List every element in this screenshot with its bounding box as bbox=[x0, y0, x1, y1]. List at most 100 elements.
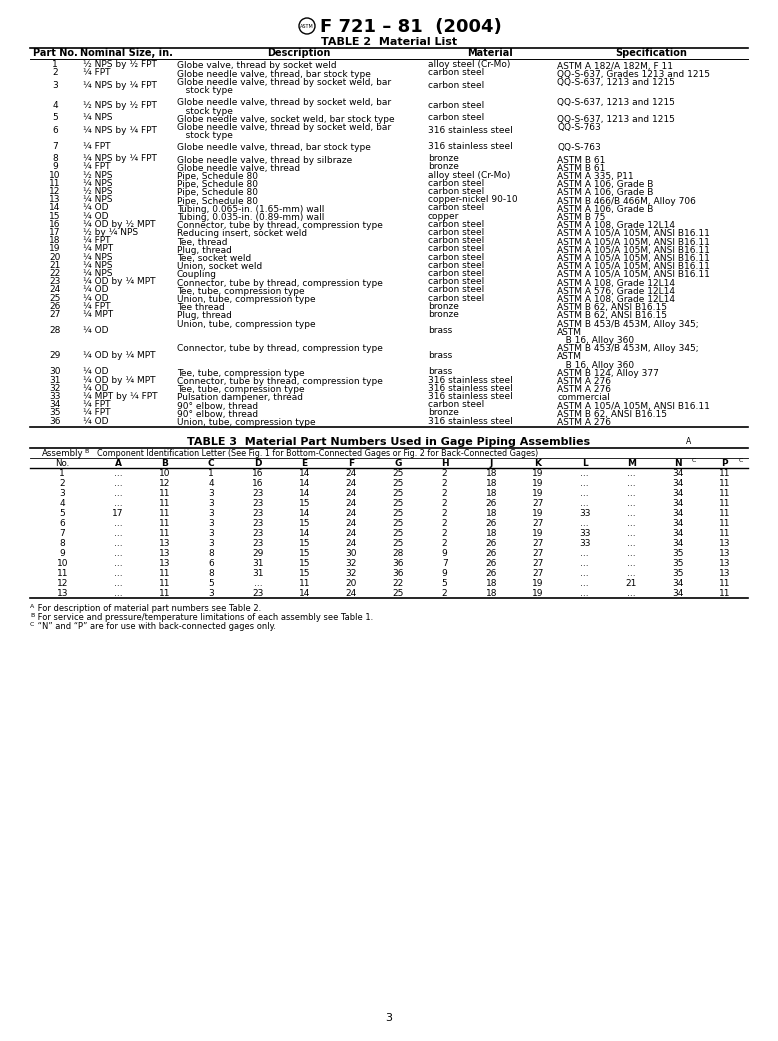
Text: 2: 2 bbox=[59, 479, 65, 487]
Text: ¼ OD by ½ MPT: ¼ OD by ½ MPT bbox=[83, 220, 156, 229]
Text: ...: ... bbox=[627, 538, 636, 548]
Text: 27: 27 bbox=[532, 568, 544, 578]
Text: ¼ OD by ¼ MPT: ¼ OD by ¼ MPT bbox=[83, 277, 156, 286]
Text: 14: 14 bbox=[299, 509, 310, 517]
Text: 23: 23 bbox=[252, 518, 264, 528]
Text: 19: 19 bbox=[49, 245, 61, 253]
Text: 9: 9 bbox=[442, 568, 447, 578]
Text: ASTM B 61: ASTM B 61 bbox=[557, 155, 605, 164]
Text: A: A bbox=[114, 459, 121, 467]
Text: 34: 34 bbox=[672, 499, 684, 508]
Text: 1: 1 bbox=[52, 60, 58, 69]
Text: C: C bbox=[208, 459, 215, 467]
Text: alloy steel (Cr-Mo): alloy steel (Cr-Mo) bbox=[428, 60, 510, 69]
Text: Tee, socket weld: Tee, socket weld bbox=[177, 254, 251, 263]
Text: ASTM B 124, Alloy 377: ASTM B 124, Alloy 377 bbox=[557, 369, 659, 378]
Text: 25: 25 bbox=[392, 479, 404, 487]
Text: 22: 22 bbox=[50, 269, 61, 278]
Text: ½ by ¼ NPS: ½ by ¼ NPS bbox=[83, 228, 138, 237]
Text: ¼ OD: ¼ OD bbox=[83, 384, 109, 392]
Text: For description of material part numbers see Table 2.: For description of material part numbers… bbox=[35, 604, 261, 613]
Text: K: K bbox=[534, 459, 541, 467]
Text: 7: 7 bbox=[52, 142, 58, 151]
Text: ASTM A 105/A 105M, ANSI B16.11: ASTM A 105/A 105M, ANSI B16.11 bbox=[557, 271, 710, 279]
Text: 3: 3 bbox=[209, 509, 214, 517]
Text: 20: 20 bbox=[50, 253, 61, 261]
Text: 20: 20 bbox=[345, 579, 357, 587]
Text: ASTM A 105/A 105M, ANSI B16.11: ASTM A 105/A 105M, ANSI B16.11 bbox=[557, 262, 710, 271]
Text: ...: ... bbox=[627, 499, 636, 508]
Text: ...: ... bbox=[114, 588, 122, 598]
Text: 11: 11 bbox=[719, 509, 731, 517]
Text: 29: 29 bbox=[252, 549, 264, 558]
Text: 19: 19 bbox=[532, 509, 544, 517]
Text: ...: ... bbox=[114, 559, 122, 567]
Text: bronze: bronze bbox=[428, 408, 459, 417]
Text: Globe needle valve, thread, bar stock type: Globe needle valve, thread, bar stock ty… bbox=[177, 70, 370, 79]
Text: 90° elbow, thread: 90° elbow, thread bbox=[177, 402, 258, 410]
Text: Material: Material bbox=[467, 48, 513, 58]
Text: 13: 13 bbox=[719, 538, 731, 548]
Text: 18: 18 bbox=[485, 468, 497, 478]
Text: carbon steel: carbon steel bbox=[428, 113, 484, 122]
Text: carbon steel: carbon steel bbox=[428, 187, 484, 196]
Text: ...: ... bbox=[627, 588, 636, 598]
Text: stock type: stock type bbox=[177, 131, 233, 141]
Text: 26: 26 bbox=[485, 518, 497, 528]
Text: 3: 3 bbox=[59, 488, 65, 498]
Text: 11: 11 bbox=[159, 588, 170, 598]
Text: ASTM A 105/A 105M, ANSI B16.11: ASTM A 105/A 105M, ANSI B16.11 bbox=[557, 246, 710, 255]
Text: 26: 26 bbox=[485, 559, 497, 567]
Text: B 16, Alloy 360: B 16, Alloy 360 bbox=[557, 336, 634, 345]
Text: ¼ MPT: ¼ MPT bbox=[83, 245, 114, 253]
Text: ...: ... bbox=[627, 529, 636, 537]
Text: 6: 6 bbox=[52, 126, 58, 134]
Text: ASTM A 106, Grade B: ASTM A 106, Grade B bbox=[557, 188, 654, 198]
Text: brass: brass bbox=[428, 351, 452, 360]
Text: F: F bbox=[349, 459, 354, 467]
Text: 14: 14 bbox=[299, 479, 310, 487]
Text: 14: 14 bbox=[299, 529, 310, 537]
Text: 24: 24 bbox=[345, 499, 357, 508]
Text: 26: 26 bbox=[485, 549, 497, 558]
Text: ¼ OD by ¼ MPT: ¼ OD by ¼ MPT bbox=[83, 351, 156, 360]
Text: 2: 2 bbox=[52, 69, 58, 77]
Text: Tee, tube, compression type: Tee, tube, compression type bbox=[177, 369, 304, 378]
Text: 4: 4 bbox=[52, 101, 58, 110]
Text: 9: 9 bbox=[442, 549, 447, 558]
Text: carbon steel: carbon steel bbox=[428, 269, 484, 278]
Text: 27: 27 bbox=[532, 538, 544, 548]
Text: 23: 23 bbox=[252, 499, 264, 508]
Text: 35: 35 bbox=[672, 559, 684, 567]
Text: ASTM A 105/A 105M, ANSI B16.11: ASTM A 105/A 105M, ANSI B16.11 bbox=[557, 229, 710, 238]
Text: 3: 3 bbox=[209, 499, 214, 508]
Text: ...: ... bbox=[580, 579, 589, 587]
Text: Globe needle valve, thread, bar stock type: Globe needle valve, thread, bar stock ty… bbox=[177, 144, 370, 152]
Text: Coupling: Coupling bbox=[177, 271, 216, 279]
Text: Tee, tube, compression type: Tee, tube, compression type bbox=[177, 286, 304, 296]
Text: ¼ MPT: ¼ MPT bbox=[83, 310, 114, 319]
Text: ...: ... bbox=[114, 518, 122, 528]
Text: ¼ NPS by ¼ FPT: ¼ NPS by ¼ FPT bbox=[83, 126, 157, 134]
Text: Connector, tube by thread, compression type: Connector, tube by thread, compression t… bbox=[177, 345, 383, 353]
Text: 8: 8 bbox=[59, 538, 65, 548]
Text: TABLE 2  Material List: TABLE 2 Material List bbox=[321, 37, 457, 47]
Text: Globe needle valve, socket weld, bar stock type: Globe needle valve, socket weld, bar sto… bbox=[177, 115, 394, 124]
Text: 30: 30 bbox=[49, 367, 61, 376]
Text: 35: 35 bbox=[49, 408, 61, 417]
Text: ASTM A 108, Grade 12L14: ASTM A 108, Grade 12L14 bbox=[557, 279, 675, 287]
Text: bronze: bronze bbox=[428, 154, 459, 163]
Text: 23: 23 bbox=[252, 488, 264, 498]
Text: Connector, tube by thread, compression type: Connector, tube by thread, compression t… bbox=[177, 221, 383, 230]
Text: ...: ... bbox=[627, 488, 636, 498]
Text: F 721 – 81  (2004): F 721 – 81 (2004) bbox=[320, 18, 502, 36]
Text: brass: brass bbox=[428, 367, 452, 376]
Text: ...: ... bbox=[114, 479, 122, 487]
Text: 11: 11 bbox=[159, 579, 170, 587]
Text: ½ NPS: ½ NPS bbox=[83, 171, 113, 179]
Text: 11: 11 bbox=[719, 499, 731, 508]
Text: 15: 15 bbox=[299, 499, 310, 508]
Text: commercial: commercial bbox=[557, 393, 610, 402]
Text: ...: ... bbox=[254, 579, 262, 587]
Text: Globe needle valve, thread by socket weld, bar: Globe needle valve, thread by socket wel… bbox=[177, 123, 391, 132]
